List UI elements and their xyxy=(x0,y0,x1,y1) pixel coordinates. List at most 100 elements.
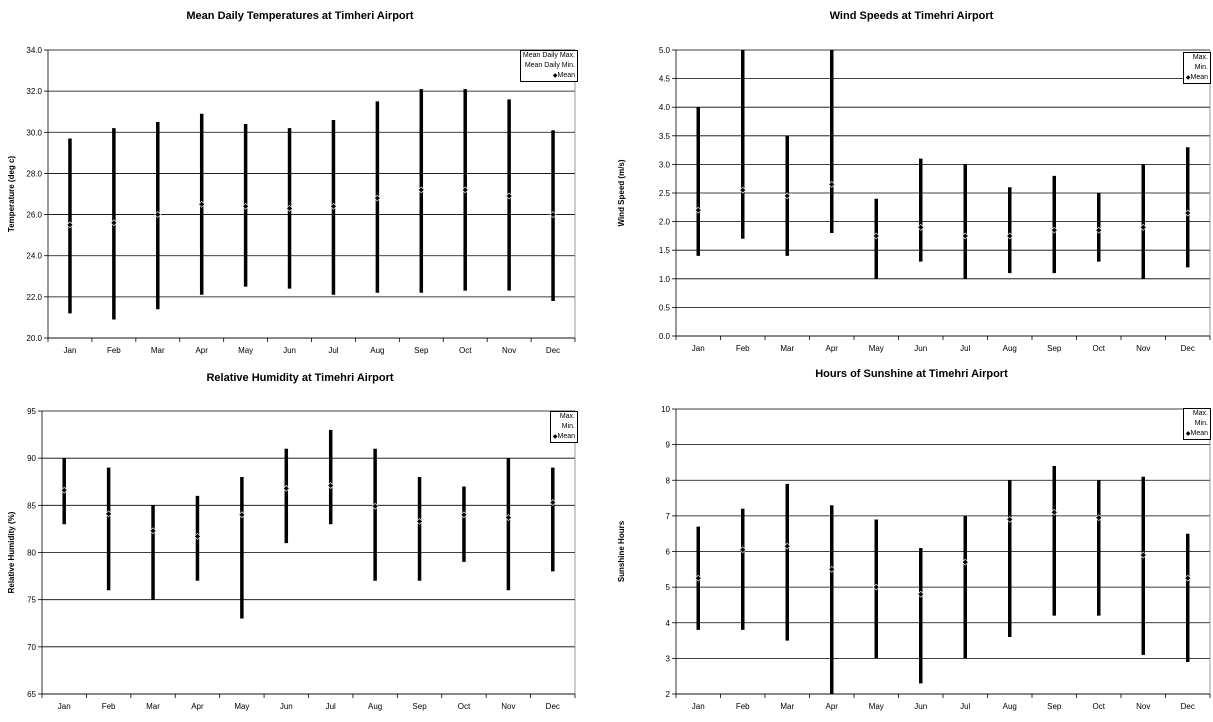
mean-marker xyxy=(917,223,925,231)
x-tick-label: Oct xyxy=(458,702,471,711)
sunshine-chart: 2 3 4 5 6 7 8 9 10 Jan Feb Mar Apr May Jun Jul Aug Sep Oct… xyxy=(617,405,1211,711)
x-tick-label: Aug xyxy=(1003,702,1017,711)
legend-item-min: Mean Daily Min. xyxy=(524,62,575,69)
legend-item-max: Mean Daily Max. xyxy=(522,52,575,59)
mean-marker xyxy=(417,186,425,194)
y-tick-label: 1.5 xyxy=(659,246,671,255)
y-tick-label: 26.0 xyxy=(26,211,42,220)
x-tick-label: Jan xyxy=(64,346,77,355)
y-tick-label: 85 xyxy=(27,501,36,510)
x-tick-label: Jul xyxy=(960,344,970,353)
legend-item-mean: ◆Mean xyxy=(552,72,575,79)
mean-marker xyxy=(1095,514,1103,522)
y-tick-label: 0.5 xyxy=(659,303,671,312)
x-tick-label: Oct xyxy=(1093,702,1106,711)
mean-marker xyxy=(505,192,513,200)
x-tick-label: Apr xyxy=(826,702,839,711)
x-tick-label: Sep xyxy=(1047,344,1062,353)
y-tick-label: 30.0 xyxy=(26,128,42,137)
mean-marker xyxy=(872,232,880,240)
y-tick-label: 28.0 xyxy=(26,169,42,178)
y-tick-label: 8 xyxy=(666,476,671,485)
x-tick-label: Dec xyxy=(1181,702,1195,711)
y-tick-label: 80 xyxy=(27,549,36,558)
mean-marker xyxy=(1050,508,1058,516)
y-tick-label: 3 xyxy=(666,654,671,663)
mean-marker xyxy=(828,565,836,573)
y-tick-label: 0.0 xyxy=(659,332,671,341)
mean-marker xyxy=(330,202,337,210)
y-tick-label: 1.0 xyxy=(659,275,671,284)
mean-marker xyxy=(1050,226,1058,234)
chart-title: Mean Daily Temperatures at Timheri Airpo… xyxy=(186,10,414,22)
x-tick-label: May xyxy=(869,702,884,711)
x-tick-label: Sep xyxy=(412,702,427,711)
mean-marker xyxy=(286,204,293,212)
mean-marker xyxy=(416,517,423,525)
chart-title: Wind Speeds at Timehri Airport xyxy=(829,10,994,22)
chart-legend: Max. Min. ◆Mean xyxy=(549,411,578,443)
mean-marker xyxy=(461,186,469,194)
chart-legend: Max. Min. ◆Mean xyxy=(1182,52,1211,84)
x-tick-label: Jan xyxy=(692,344,705,353)
y-tick-label: 2.5 xyxy=(659,189,671,198)
y-tick-label: 32.0 xyxy=(26,87,42,96)
mean-marker xyxy=(1184,574,1192,582)
mean-marker xyxy=(961,232,969,240)
y-tick-label: 65 xyxy=(27,690,36,699)
y-axis-label: Sunshine Hours xyxy=(617,520,626,582)
mean-marker xyxy=(504,514,512,522)
mean-marker xyxy=(549,499,557,506)
mean-marker xyxy=(872,583,880,591)
mean-marker xyxy=(242,202,250,210)
x-tick-label: Feb xyxy=(102,702,116,711)
y-tick-label: 9 xyxy=(666,441,671,450)
x-tick-label: May xyxy=(234,702,249,711)
sunshine-chart-panel: Hours of Sunshine at Timehri Airport 2 3 4… xyxy=(610,358,1213,717)
temperature-chart: 20.0 22.0 24.0 26.0 28.0 30.0 32.0 34.0 Jan Feb Ma… xyxy=(7,46,576,355)
humidity-chart-panel: Relative Humidity at Timehri Airport 65 7… xyxy=(0,358,600,717)
mean-marker xyxy=(282,484,290,492)
mean-marker xyxy=(783,542,791,550)
x-tick-label: Jul xyxy=(960,702,970,711)
mean-marker xyxy=(105,510,113,518)
x-tick-label: Jun xyxy=(280,702,293,711)
x-tick-label: Dec xyxy=(546,346,560,355)
y-tick-label: 34.0 xyxy=(26,46,42,55)
legend-item-min: Min. xyxy=(1194,420,1208,427)
y-tick-label: 6 xyxy=(666,548,671,557)
mean-marker xyxy=(110,219,118,227)
y-tick-label: 20.0 xyxy=(26,334,42,343)
x-tick-label: Dec xyxy=(1181,344,1195,353)
mean-marker xyxy=(917,590,925,598)
x-tick-label: Apr xyxy=(191,702,204,711)
y-tick-label: 4 xyxy=(666,619,671,628)
diamond-marker-icon: ◆ xyxy=(552,73,558,79)
x-tick-label: Jun xyxy=(914,344,927,353)
mean-marker xyxy=(1006,516,1014,523)
y-axis-label: Relative Humidity (%) xyxy=(7,511,16,593)
mean-marker xyxy=(739,546,747,554)
mean-marker xyxy=(1139,551,1147,559)
mean-marker xyxy=(828,180,836,188)
mean-marker xyxy=(198,200,206,208)
x-tick-label: Mar xyxy=(780,702,794,711)
wind-speed-chart: 0.0 0.5 1.0 1.5 2.0 2.5 3.0 3.5 4.0 4.5 5.0 Jan Feb M… xyxy=(617,46,1211,353)
mean-marker xyxy=(194,533,201,540)
x-tick-label: Jan xyxy=(692,702,705,711)
y-tick-label: 10 xyxy=(661,405,670,414)
x-tick-label: Mar xyxy=(780,344,794,353)
x-tick-label: Aug xyxy=(368,702,382,711)
x-tick-label: Dec xyxy=(546,702,560,711)
mean-marker xyxy=(373,194,381,202)
x-tick-label: Jun xyxy=(914,702,927,711)
x-tick-label: Jan xyxy=(58,702,71,711)
x-tick-label: Nov xyxy=(1136,702,1150,711)
mean-marker xyxy=(371,502,379,510)
x-tick-label: Aug xyxy=(1003,344,1017,353)
mean-marker xyxy=(149,527,157,535)
x-tick-label: Nov xyxy=(502,346,516,355)
chart-title: Relative Humidity at Timehri Airport xyxy=(206,372,394,384)
y-tick-label: 4.0 xyxy=(659,103,671,112)
x-tick-label: Sep xyxy=(414,346,429,355)
